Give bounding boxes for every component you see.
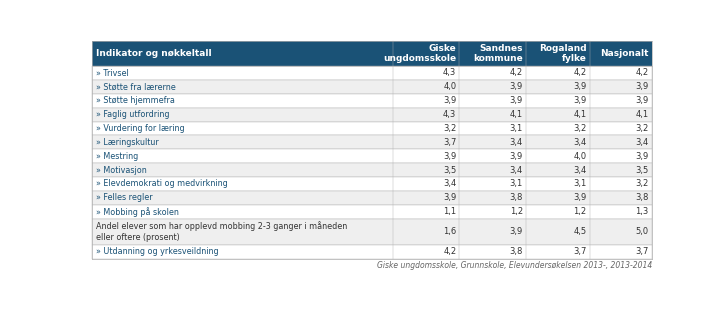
Text: 3,9: 3,9 <box>635 152 649 161</box>
Text: 3,4: 3,4 <box>510 166 523 174</box>
Text: 1,2: 1,2 <box>510 207 523 216</box>
Text: » Motivasjon: » Motivasjon <box>96 166 147 174</box>
Text: 3,9: 3,9 <box>510 82 523 91</box>
Text: Rogaland
fylke: Rogaland fylke <box>539 44 587 63</box>
Text: » Elevdemokrati og medvirkning: » Elevdemokrati og medvirkning <box>96 179 228 188</box>
Text: 4,1: 4,1 <box>510 110 523 119</box>
Text: 4,5: 4,5 <box>574 227 587 236</box>
Text: 3,7: 3,7 <box>443 138 456 147</box>
Bar <box>92 205 652 218</box>
Text: Nasjonalt: Nasjonalt <box>600 49 649 58</box>
Text: 5,0: 5,0 <box>636 227 649 236</box>
Text: Giske
ungdomsskole: Giske ungdomsskole <box>383 44 456 63</box>
Text: 3,7: 3,7 <box>635 247 649 256</box>
Text: 4,0: 4,0 <box>443 82 456 91</box>
Text: 4,2: 4,2 <box>636 68 649 78</box>
Text: » Støtte hjemmefra: » Støtte hjemmefra <box>96 96 175 105</box>
Text: 4,2: 4,2 <box>510 68 523 78</box>
Text: 3,9: 3,9 <box>574 82 587 91</box>
Text: 3,1: 3,1 <box>510 179 523 188</box>
Bar <box>92 108 652 122</box>
Text: 1,1: 1,1 <box>443 207 456 216</box>
Text: 3,2: 3,2 <box>443 124 456 133</box>
Text: 3,2: 3,2 <box>635 124 649 133</box>
Text: 3,2: 3,2 <box>635 179 649 188</box>
Bar <box>92 191 652 205</box>
Text: 3,4: 3,4 <box>574 166 587 174</box>
Text: 4,2: 4,2 <box>574 68 587 78</box>
Bar <box>92 80 652 94</box>
Text: 4,1: 4,1 <box>574 110 587 119</box>
Bar <box>92 218 652 245</box>
Text: » Mobbing på skolen: » Mobbing på skolen <box>96 207 179 216</box>
Text: 1,6: 1,6 <box>443 227 456 236</box>
Text: 3,9: 3,9 <box>635 96 649 105</box>
Text: Sandnes
kommune: Sandnes kommune <box>473 44 523 63</box>
Bar <box>92 149 652 163</box>
Text: 3,4: 3,4 <box>510 138 523 147</box>
Text: 3,8: 3,8 <box>510 193 523 202</box>
Text: » Støtte fra lærerne: » Støtte fra lærerne <box>96 82 176 91</box>
Bar <box>92 245 652 259</box>
Text: Andel elever som har opplevd mobbing 2-3 ganger i måneden
eller oftere (prosent): Andel elever som har opplevd mobbing 2-3… <box>96 221 348 242</box>
Bar <box>92 177 652 191</box>
Text: 3,9: 3,9 <box>443 193 456 202</box>
Text: 3,7: 3,7 <box>574 247 587 256</box>
Text: » Utdanning og yrkesveildning: » Utdanning og yrkesveildning <box>96 247 219 256</box>
Text: 3,9: 3,9 <box>574 96 587 105</box>
Bar <box>92 41 652 66</box>
Text: 3,5: 3,5 <box>443 166 456 174</box>
Text: 3,5: 3,5 <box>635 166 649 174</box>
Bar <box>92 163 652 177</box>
Text: 3,4: 3,4 <box>635 138 649 147</box>
Text: 3,2: 3,2 <box>574 124 587 133</box>
Text: 3,9: 3,9 <box>635 82 649 91</box>
Text: 3,9: 3,9 <box>510 96 523 105</box>
Text: 4,1: 4,1 <box>636 110 649 119</box>
Text: » Vurdering for læring: » Vurdering for læring <box>96 124 185 133</box>
Text: » Faglig utfordring: » Faglig utfordring <box>96 110 170 119</box>
Text: » Mestring: » Mestring <box>96 152 139 161</box>
Text: 3,8: 3,8 <box>510 247 523 256</box>
Bar <box>92 135 652 149</box>
Text: Giske ungdomsskole, Grunnskole, Elevundersøkelsen 2013-, 2013-2014: Giske ungdomsskole, Grunnskole, Elevunde… <box>377 261 652 270</box>
Text: 3,4: 3,4 <box>443 179 456 188</box>
Text: 3,1: 3,1 <box>574 179 587 188</box>
Text: 3,8: 3,8 <box>635 193 649 202</box>
Text: Indikator og nøkkeltall: Indikator og nøkkeltall <box>96 49 212 58</box>
Text: 3,9: 3,9 <box>443 152 456 161</box>
Bar <box>92 94 652 108</box>
Text: 3,9: 3,9 <box>574 193 587 202</box>
Text: 4,0: 4,0 <box>574 152 587 161</box>
Text: » Læringskultur: » Læringskultur <box>96 138 159 147</box>
Text: 3,9: 3,9 <box>443 96 456 105</box>
Bar <box>92 66 652 80</box>
Text: » Felles regler: » Felles regler <box>96 193 152 202</box>
Text: 1,2: 1,2 <box>574 207 587 216</box>
Text: 3,9: 3,9 <box>510 152 523 161</box>
Text: 3,4: 3,4 <box>574 138 587 147</box>
Text: 3,1: 3,1 <box>510 124 523 133</box>
Bar <box>92 122 652 135</box>
Text: 4,3: 4,3 <box>443 110 456 119</box>
Text: 4,2: 4,2 <box>443 247 456 256</box>
Text: 1,3: 1,3 <box>635 207 649 216</box>
Text: 4,3: 4,3 <box>443 68 456 78</box>
Text: 3,9: 3,9 <box>510 227 523 236</box>
Text: » Trivsel: » Trivsel <box>96 68 129 78</box>
